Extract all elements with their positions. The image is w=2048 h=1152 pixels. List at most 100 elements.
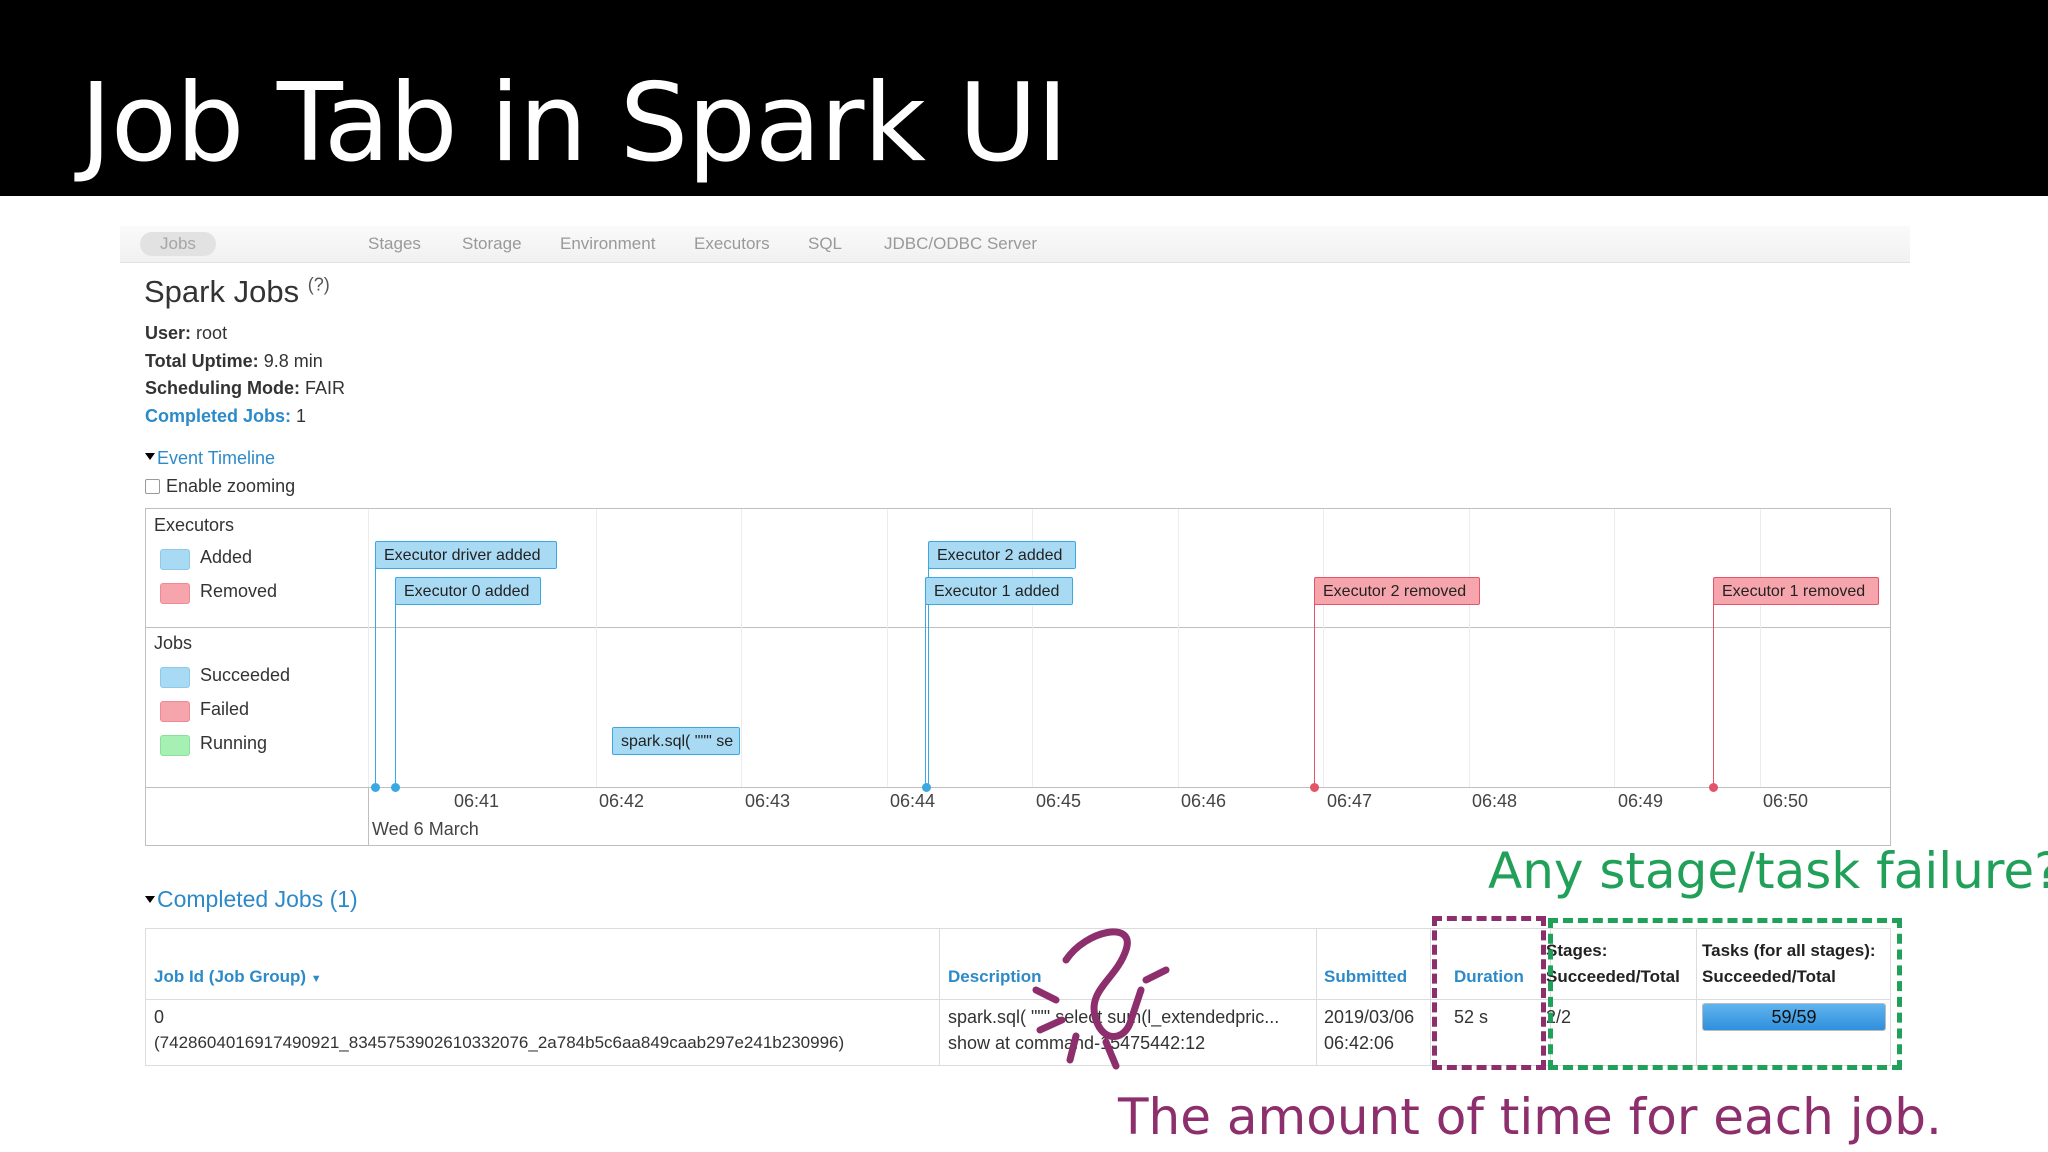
header-tasks: Tasks (for all stages): (1702, 941, 1876, 960)
tab-environment[interactable]: Environment (560, 234, 656, 253)
legend-running-swatch (160, 735, 190, 756)
timeline-gridline (1178, 509, 1179, 787)
legend-running-label: Running (200, 733, 268, 753)
user-info: User: root (145, 323, 227, 344)
event-dot-driver[interactable] (371, 783, 380, 792)
header-description[interactable]: Description (948, 967, 1042, 986)
timeline-axis-line (146, 787, 1890, 788)
user-label: User: (145, 323, 192, 343)
legend-removed-label: Removed (200, 581, 278, 601)
column-divider (939, 929, 940, 1065)
event-executor-2-removed[interactable]: Executor 2 removed (1314, 577, 1480, 605)
tick-label: 06:46 (1181, 791, 1227, 811)
scribble-mark (1032, 928, 1170, 1070)
tab-sql[interactable]: SQL (808, 234, 843, 253)
timeline-gridline (1323, 509, 1324, 787)
event-dot-executor-1-2[interactable] (922, 783, 931, 792)
cell-description: spark.sql( """ select sum(l_extendedpric… (948, 1007, 1280, 1027)
header-job-id-label: Job Id (Job Group) (154, 967, 307, 986)
timeline-gridline (596, 509, 597, 787)
timeline-gridline (1760, 509, 1761, 787)
tick-label: 06:49 (1618, 791, 1664, 811)
page-title-text: Spark Jobs (144, 274, 300, 309)
event-line-executor-1-removed (1713, 595, 1714, 787)
stages-tasks-highlight-box (1548, 918, 1902, 1070)
event-dot-executor-2-removed[interactable] (1310, 783, 1319, 792)
jobs-heading: Jobs (154, 633, 193, 653)
help-icon[interactable]: (?) (307, 274, 330, 295)
executors-heading: Executors (154, 515, 235, 535)
tick-label: 06:44 (890, 791, 936, 811)
event-timeline-label: Event Timeline (157, 448, 276, 468)
tick-label: 06:43 (745, 791, 791, 811)
job-event-box[interactable]: spark.sql( """ se (612, 727, 740, 755)
timeline-group-divider (146, 627, 1890, 628)
event-timeline: Executors Added Removed Jobs Succeeded F… (145, 508, 1891, 846)
legend-added-swatch (160, 549, 190, 570)
uptime-value: 9.8 min (263, 351, 323, 371)
slide-title-bar: Job Tab in Spark UI (0, 0, 2048, 196)
tab-executors[interactable]: Executors (694, 234, 770, 253)
event-executor-driver-added[interactable]: Executor driver added (375, 541, 557, 569)
tick-label: 06:45 (1036, 791, 1082, 811)
completed-jobs-title: Completed Jobs (1) (157, 886, 358, 912)
zoom-checkbox[interactable] (145, 479, 160, 494)
header-stages-sub: Succeeded/Total (1546, 967, 1680, 986)
slide-title: Job Tab in Spark UI (80, 61, 1068, 186)
caret-down-icon (145, 453, 155, 460)
legend-added-label: Added (200, 547, 253, 567)
timeline-gridline (1032, 509, 1033, 787)
mode-value: FAIR (305, 378, 346, 398)
tab-storage[interactable]: Storage (462, 234, 522, 253)
enable-zooming: Enable zooming (145, 476, 295, 497)
header-stages: Stages: (1546, 941, 1608, 960)
event-dot-executor-1-removed[interactable] (1709, 783, 1718, 792)
event-executor-2-added[interactable]: Executor 2 added (928, 541, 1076, 569)
header-divider (146, 999, 1890, 1000)
event-line-executor-2 (928, 549, 929, 787)
event-timeline-toggle[interactable]: Event Timeline (145, 448, 275, 469)
sort-desc-icon: ▼ (310, 973, 322, 985)
completed-jobs-count: 1 (296, 406, 307, 426)
tasks-progress-fill (1703, 1004, 1885, 1030)
column-divider (1430, 929, 1431, 1065)
completed-jobs-toggle[interactable]: Completed Jobs (1) (145, 886, 358, 913)
event-executor-1-removed[interactable]: Executor 1 removed (1713, 577, 1879, 605)
tab-jdbc-odbc-server[interactable]: JDBC/ODBC Server (884, 234, 1038, 253)
event-executor-0-added[interactable]: Executor 0 added (395, 577, 541, 605)
header-job-id[interactable]: Job Id (Job Group) ▼ (154, 967, 322, 987)
event-line-executor-0 (395, 595, 396, 787)
cell-job-group: (7428604016917490921_8345753902610332076… (154, 1033, 845, 1052)
annotation-green: Any stage/task failure? (1488, 842, 2048, 900)
tick-label: 06:41 (454, 791, 500, 811)
annotation-purple: The amount of time for each job. (1118, 1088, 1942, 1146)
header-duration[interactable]: Duration (1454, 967, 1524, 986)
timeline-gridline (1469, 509, 1470, 787)
event-line-executor-2-removed (1314, 595, 1315, 787)
completed-jobs-link[interactable]: Completed Jobs: (145, 406, 292, 426)
tab-stages[interactable]: Stages (368, 234, 421, 253)
tick-label: 06:50 (1763, 791, 1809, 811)
timeline-date: Wed 6 March (372, 819, 479, 839)
mode-label: Scheduling Mode: (145, 378, 300, 398)
tick-label: 06:48 (1472, 791, 1518, 811)
uptime-info: Total Uptime: 9.8 min (145, 351, 323, 372)
tick-label: 06:42 (599, 791, 645, 811)
header-tasks-sub: Succeeded/Total (1702, 967, 1836, 986)
event-dot-executor-0[interactable] (391, 783, 400, 792)
event-line-driver (375, 549, 376, 787)
duration-highlight-box (1432, 916, 1546, 1070)
cell-submitted-time: 06:42:06 (1324, 1033, 1395, 1053)
page-title: Spark Jobs (?) (144, 274, 330, 310)
event-executor-1-added[interactable]: Executor 1 added (925, 577, 1073, 605)
legend-failed-label: Failed (200, 699, 250, 719)
tasks-progress-bar: 59/59 (1702, 1003, 1886, 1031)
column-divider (1696, 929, 1697, 1065)
legend-succeeded-swatch (160, 667, 190, 688)
tab-jobs[interactable]: Jobs (140, 232, 216, 256)
zoom-label: Enable zooming (166, 476, 296, 496)
legend-removed-swatch (160, 583, 190, 604)
header-submitted[interactable]: Submitted (1324, 967, 1408, 986)
legend-failed-swatch (160, 701, 190, 722)
spark-nav-bar: Jobs Stages Storage Environment Executor… (120, 226, 1910, 263)
